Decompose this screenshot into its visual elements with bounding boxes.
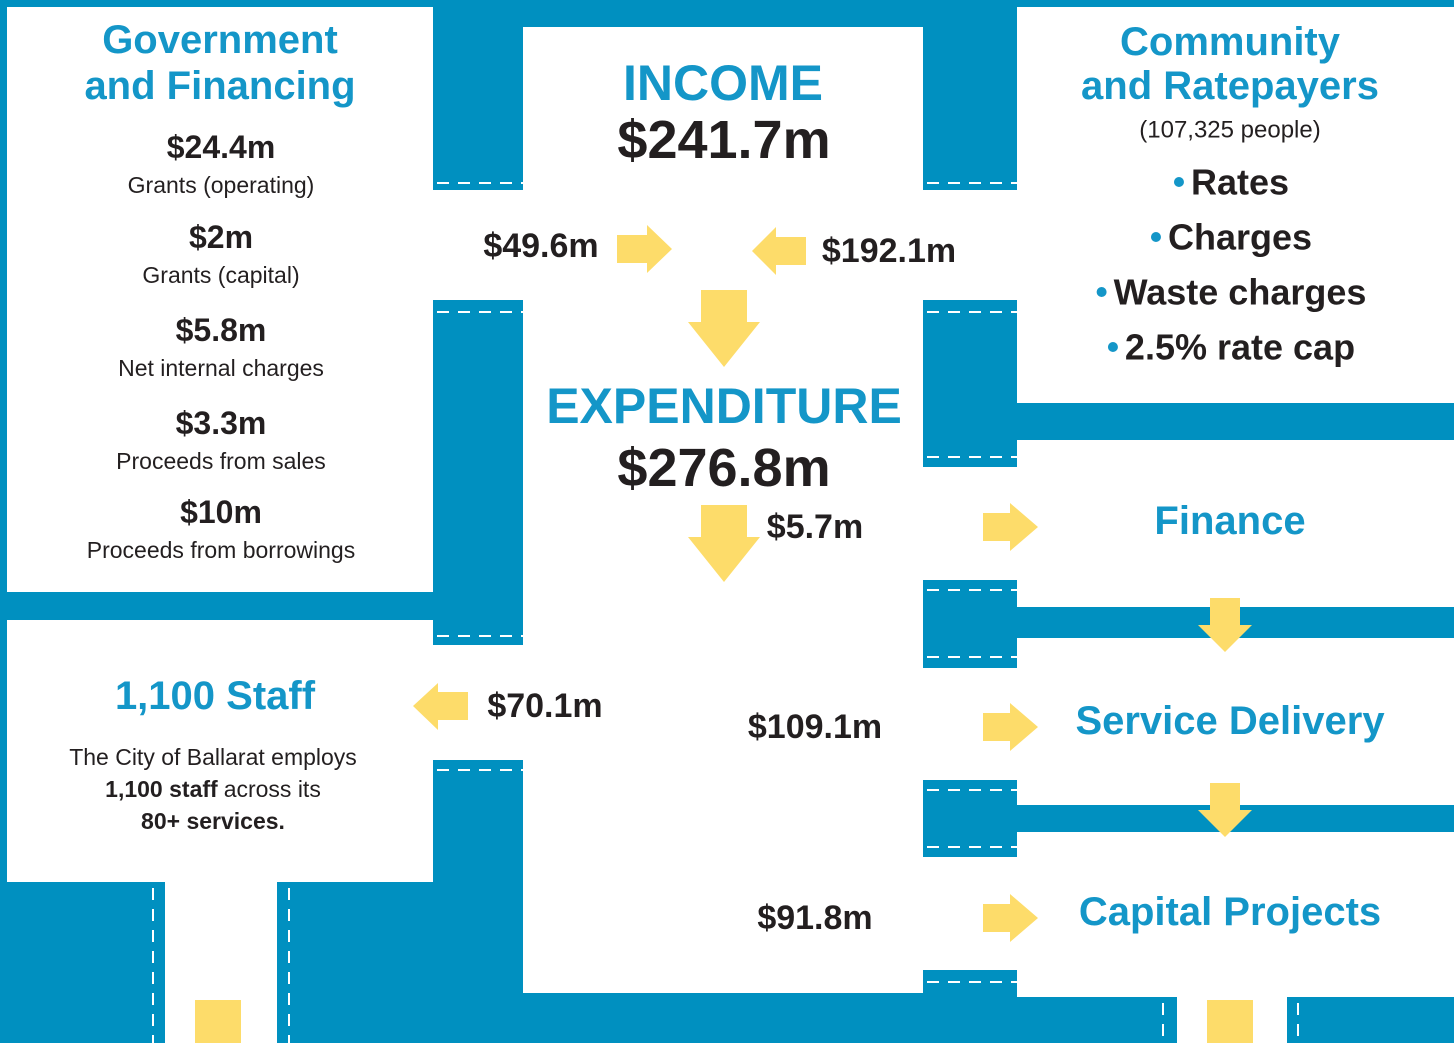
bullet-dot (1107, 342, 1118, 352)
gov-label: Grants (operating) (128, 172, 315, 198)
bullet-dot (1173, 177, 1184, 187)
flow-community: $192.1m (822, 232, 956, 270)
income-label: INCOME (623, 55, 823, 111)
staff-desc-bold: 1,100 staff (105, 776, 218, 802)
staff-title: 1,100 Staff (115, 674, 316, 718)
output-label: Finance (1154, 499, 1305, 543)
community-note: (107,325 people) (1139, 117, 1320, 144)
gov-title: and Financing (84, 64, 355, 108)
gov-label: Net internal charges (118, 355, 324, 381)
community-bullet: Rates (1191, 162, 1289, 203)
gov-label: Proceeds from borrowings (87, 537, 355, 563)
income-amount: $241.7m (617, 110, 830, 170)
output-amount: $91.8m (757, 899, 872, 937)
arrows (195, 225, 1253, 1043)
gov-amount: $5.8m (176, 312, 267, 348)
gov-amount: $24.4m (167, 129, 276, 165)
community-bullet: 2.5% rate cap (1125, 327, 1355, 368)
community-bullet: Charges (1168, 217, 1312, 258)
staff-desc-bold: 80+ services. (141, 808, 285, 834)
community-title: and Ratepayers (1081, 64, 1379, 108)
bullet-dot (1096, 287, 1107, 297)
gov-amount: $2m (189, 219, 253, 255)
flow-gov: $49.6m (483, 227, 598, 265)
community-bullet: Waste charges (1114, 272, 1367, 313)
gov-label: Grants (capital) (142, 262, 299, 288)
output-amount: $109.1m (748, 708, 882, 746)
staff-desc-text: across its (224, 776, 321, 802)
output-label: Service Delivery (1075, 699, 1385, 743)
expenditure-label: EXPENDITURE (546, 378, 902, 434)
gov-amount: $3.3m (176, 405, 267, 441)
community-title: Community (1120, 20, 1341, 64)
staff-desc: The City of Ballarat employs (69, 744, 357, 770)
output-label: Capital Projects (1079, 890, 1381, 934)
dashed-lines (152, 182, 1299, 1043)
output-amount: $5.7m (767, 508, 863, 546)
gov-amount: $10m (180, 494, 262, 530)
expenditure-amount: $276.8m (617, 438, 830, 498)
staff-flow: $70.1m (487, 687, 602, 725)
staff-desc: 1,100 staff across its (105, 776, 321, 802)
bullet-dot (1150, 232, 1161, 242)
gov-title: Government (102, 18, 338, 62)
gov-label: Proceeds from sales (116, 448, 326, 474)
